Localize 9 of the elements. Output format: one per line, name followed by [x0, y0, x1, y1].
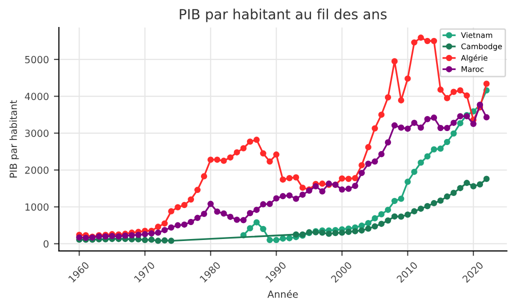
y-tick-label: 3000 [25, 130, 49, 137]
y-tick-label: 5000 [25, 56, 49, 64]
y-tick-label: 2000 [25, 166, 49, 174]
y-axis-title: PIB par habitant [9, 100, 19, 178]
chart-title: PIB par habitant au fil des ans [180, 8, 387, 22]
y-tick-label: 4000 [24, 92, 49, 100]
y-tick-label: 0 [44, 240, 49, 248]
y-tick-label: 1000 [25, 203, 49, 211]
x-axis-title: Année [267, 290, 298, 298]
